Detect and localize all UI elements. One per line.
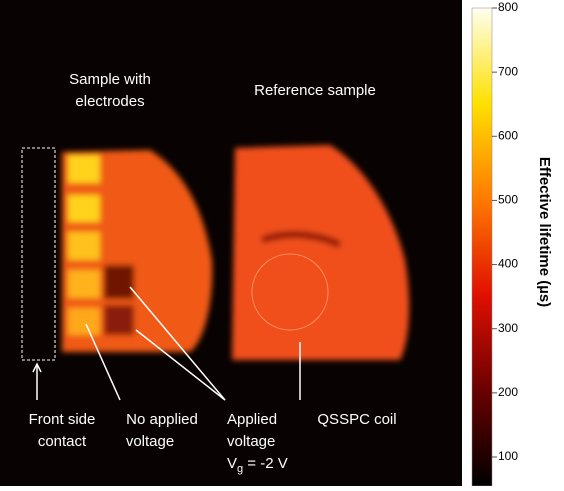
- label: Reference sample: [254, 82, 376, 99]
- colorbar-tick-label: 800: [498, 0, 518, 14]
- colorbar-label: Effective lifetime (µs): [536, 157, 553, 307]
- label: Sample with: [69, 71, 151, 88]
- colorbar-tick-label: 600: [498, 128, 518, 142]
- figure: Sample with electrodes Reference sample …: [0, 0, 564, 486]
- label: contact: [38, 433, 87, 450]
- label: voltage: [126, 433, 174, 450]
- label: Applied: [227, 411, 277, 428]
- colorbar-tick-label: 100: [498, 449, 518, 463]
- label: = -2 V: [243, 455, 288, 472]
- label: voltage: [227, 433, 275, 450]
- colorbar-tick-label: 200: [498, 385, 518, 399]
- lifetime-map: [62, 145, 409, 360]
- colorbar: [472, 8, 492, 486]
- label: V: [227, 455, 237, 472]
- label: electrodes: [75, 93, 144, 110]
- label: No applied: [126, 411, 198, 428]
- colorbar-tick-label: 400: [498, 257, 518, 271]
- colorbar-tick-label: 700: [498, 64, 518, 78]
- label: Front side: [29, 411, 96, 428]
- label: QSSPC coil: [317, 411, 396, 428]
- colorbar-tick-label: 500: [498, 193, 518, 207]
- colorbar-tick-label: 300: [498, 321, 518, 335]
